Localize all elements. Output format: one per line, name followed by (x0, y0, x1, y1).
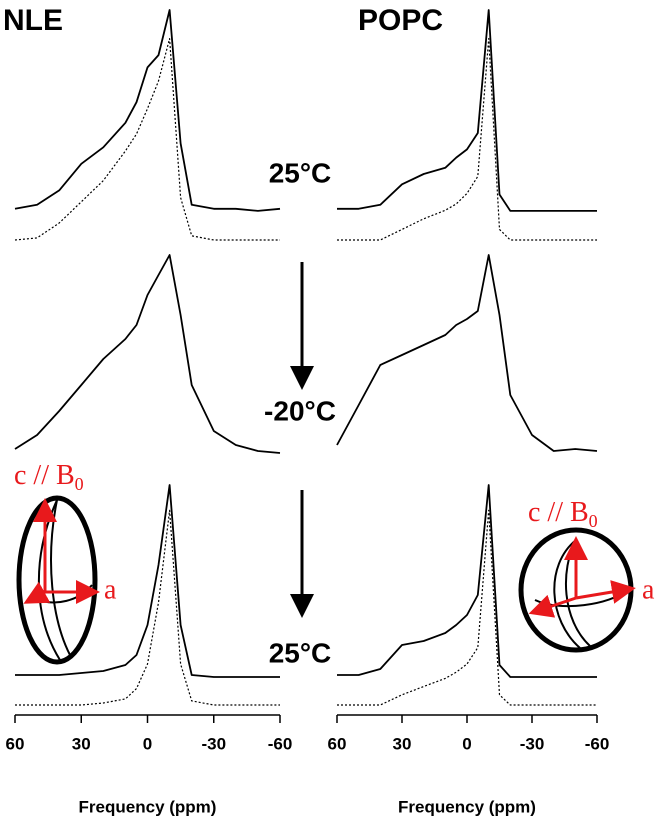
x-tick-label: 60 (328, 734, 347, 753)
spectrum-line (14, 38, 280, 241)
inset-diagram: c // B0 a (518, 497, 655, 653)
spectrum-line (337, 9, 597, 212)
panel-title: NLE (3, 4, 63, 37)
x-axis-label: Frequency (ppm) (398, 797, 536, 816)
x-tick-label: 60 (6, 734, 25, 753)
x-axis-label: Frequency (ppm) (79, 797, 217, 816)
x-tick-label: -60 (268, 734, 293, 753)
inset-label: a (104, 574, 117, 605)
spectrum-line (337, 484, 597, 678)
x-tick-label: -30 (520, 734, 545, 753)
spectrum-line (15, 484, 280, 678)
panel-title: POPC (358, 4, 443, 37)
inset-subscript: 0 (589, 511, 598, 531)
spectrum-line (14, 254, 281, 454)
x-tick-label: 0 (143, 734, 152, 753)
x-tick-label: 30 (393, 734, 412, 753)
x-tick-label: 0 (462, 734, 471, 753)
inset-label: c // B (528, 497, 589, 528)
inset-label: c // B (14, 460, 75, 491)
spectrum-line (14, 9, 281, 212)
spectrum-line (337, 509, 597, 706)
inset-diagram: c // B0 a (14, 460, 117, 665)
x-tick-label: -30 (201, 734, 226, 753)
x-tick-label: -60 (585, 734, 610, 753)
spectrum-line (336, 254, 598, 452)
inset-label: c // B0 (528, 497, 598, 531)
spectrum-line (337, 38, 597, 241)
temperature-label: 25°C (269, 637, 332, 668)
temperature-label: -20°C (264, 395, 336, 426)
temperature-label: 25°C (269, 157, 332, 188)
inset-label: c // B0 (14, 460, 84, 494)
spectrum-line (15, 509, 280, 706)
inset-label: a (642, 574, 655, 605)
x-tick-label: 30 (72, 734, 91, 753)
inset-subscript: 0 (75, 474, 84, 494)
